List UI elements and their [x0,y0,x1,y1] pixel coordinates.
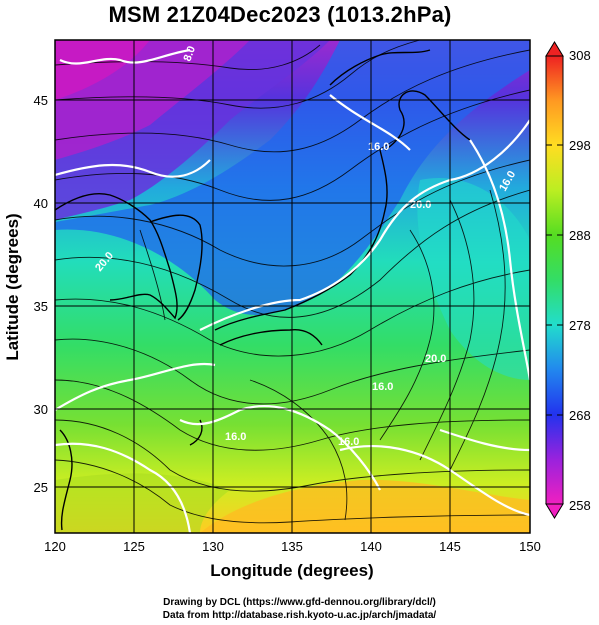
contour-label: 16.0 [372,381,393,393]
map-title: MSM 21Z04Dec2023 (1013.2hPa) [108,2,452,27]
colorbar-label: 258 [569,498,591,513]
grid-lines [55,40,530,533]
x-tick-label: 150 [519,539,541,554]
colorbar: 308 298 288 278 268 258 [545,41,591,519]
x-axis-title: Longitude (degrees) [210,561,373,580]
y-tick-label: 30 [34,402,48,417]
contour-label: 16.0 [338,436,359,448]
contour-label: 20.0 [425,353,446,365]
x-tick-labels: 120 125 130 135 140 145 150 [44,539,541,554]
x-tick-label: 145 [439,539,461,554]
colorbar-labels: 308 298 288 278 268 258 [569,48,591,513]
colorbar-label: 288 [569,228,591,243]
x-tick-label: 130 [202,539,224,554]
contour-label: 16.0 [368,141,389,153]
colorbar-label: 268 [569,408,591,423]
footer-credit-drawing: Drawing by DCL (https://www.gfd-dennou.o… [163,597,436,608]
contour-label: 20.0 [410,199,431,211]
y-axis-title: Latitude (degrees) [3,213,22,360]
y-tick-labels: 25 30 35 40 45 [34,93,48,495]
y-tick-label: 25 [34,480,48,495]
plot-frame [54,39,531,534]
footer-credit-data: Data from http://database.rish.kyoto-u.a… [162,610,437,621]
colorbar-top-triangle [545,41,564,57]
contour-label: 8.0 [182,45,199,63]
colorbar-bottom-triangle [545,503,564,519]
colorbar-label: 278 [569,318,591,333]
contour-label: 16.0 [225,431,246,443]
wind-streamlines [55,40,530,524]
coastlines [55,49,471,531]
colorbar-ticks [546,144,563,416]
y-tick-label: 35 [34,299,48,314]
colorbar-label: 308 [569,48,591,63]
pressure-contours [55,48,530,533]
x-tick-label: 140 [360,539,382,554]
colorbar-label: 298 [569,138,591,153]
x-tick-label: 135 [281,539,303,554]
x-tick-label: 125 [123,539,145,554]
x-tick-label: 120 [44,539,66,554]
y-tick-label: 45 [34,93,48,108]
colorbar-ramp [545,55,564,505]
y-tick-label: 40 [34,196,48,211]
